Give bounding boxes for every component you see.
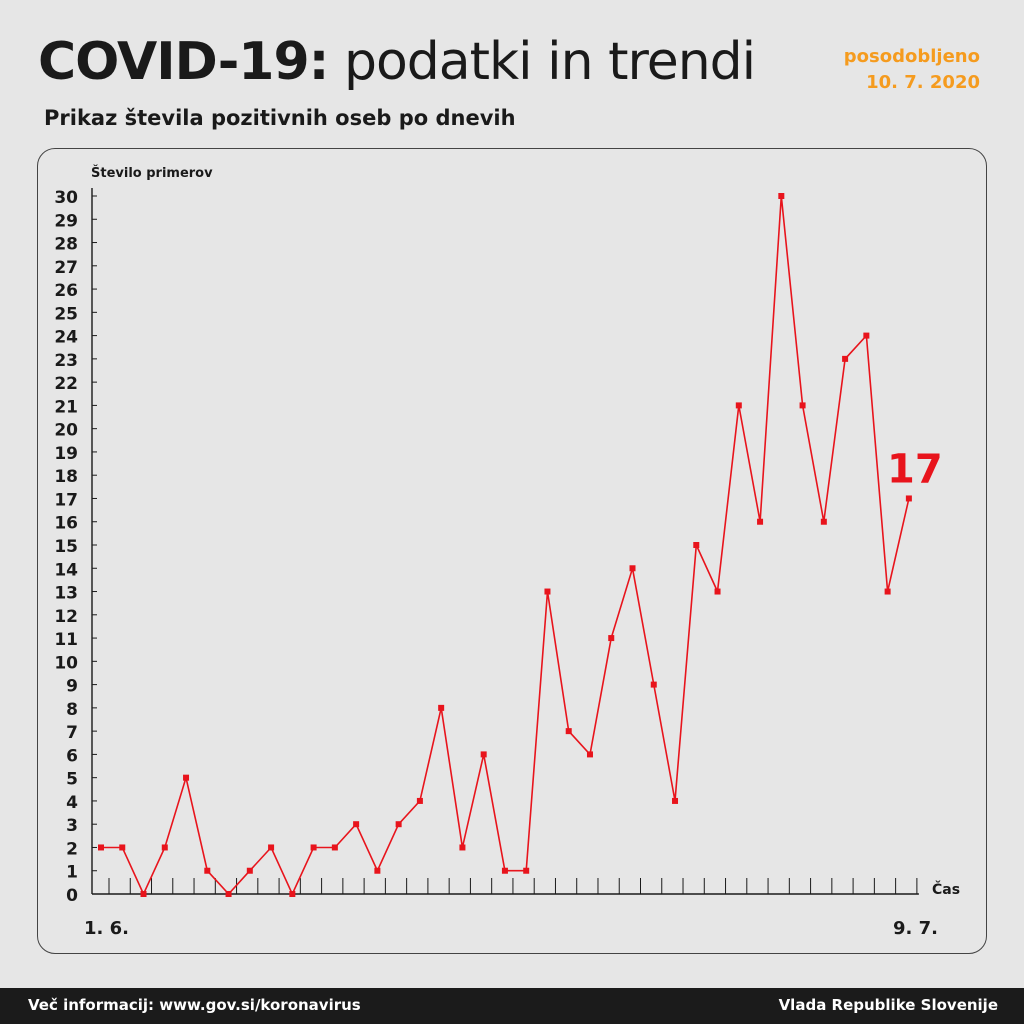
data-point — [523, 867, 530, 874]
y-tick-label: 21 — [54, 397, 78, 417]
data-point — [608, 635, 615, 642]
data-point — [119, 844, 126, 851]
data-point — [672, 797, 679, 804]
y-tick-label: 29 — [54, 211, 78, 231]
x-end-label: 9. 7. — [893, 918, 938, 939]
y-tick-label: 20 — [54, 421, 78, 441]
y-tick-labels: 0123456789101112131415161718192021222324… — [54, 188, 97, 906]
y-tick-label: 23 — [54, 351, 78, 371]
data-point — [310, 844, 317, 851]
updated-date: 10. 7. 2020 — [866, 72, 980, 93]
page-subtitle: Prikaz števila pozitivnih oseb po dnevih — [44, 106, 516, 130]
y-axis-label: Število primerov — [91, 165, 213, 181]
data-point — [161, 844, 168, 851]
data-point — [225, 891, 232, 897]
data-point — [544, 588, 551, 595]
footer-info-link[interactable]: Več informacij: www.gov.si/koronavirus — [28, 996, 361, 1014]
y-tick-label: 6 — [66, 746, 78, 766]
data-point — [204, 867, 211, 874]
data-point — [735, 402, 742, 409]
y-tick-label: 3 — [66, 816, 78, 836]
data-point — [778, 193, 785, 199]
y-tick-label: 7 — [66, 723, 78, 743]
y-tick-label: 0 — [66, 886, 78, 906]
data-point — [395, 821, 402, 828]
y-tick-label: 16 — [54, 514, 78, 534]
last-value-annotation: 17 — [887, 446, 943, 492]
data-point — [905, 495, 912, 502]
y-tick-label: 22 — [54, 374, 78, 394]
data-point — [863, 332, 870, 339]
update-info: posodobljeno 10. 7. 2020 — [844, 44, 980, 96]
data-point — [757, 518, 764, 525]
data-point — [246, 867, 253, 874]
data-point — [586, 751, 593, 758]
y-tick-label: 8 — [66, 700, 78, 720]
y-tick-label: 26 — [54, 281, 78, 301]
y-tick-label: 18 — [54, 467, 78, 487]
y-tick-label: 9 — [66, 677, 78, 697]
data-point — [565, 728, 572, 735]
data-point — [416, 797, 423, 804]
data-point — [629, 565, 636, 572]
data-point — [842, 355, 849, 362]
data-point — [799, 402, 806, 409]
data-point — [501, 867, 508, 874]
data-point — [459, 844, 466, 851]
data-point — [884, 588, 891, 595]
title-light: podatki in trendi — [343, 32, 756, 92]
data-point — [289, 891, 296, 897]
y-tick-label: 27 — [54, 258, 78, 278]
y-tick-label: 1 — [66, 863, 78, 883]
data-point — [438, 704, 445, 711]
chart-panel — [37, 148, 987, 954]
y-tick-label: 24 — [54, 328, 78, 348]
data-point — [268, 844, 275, 851]
data-point — [98, 844, 104, 851]
footer-bar: Več informacij: www.gov.si/koronavirus V… — [0, 988, 1024, 1024]
data-point — [331, 844, 338, 851]
y-tick-label: 17 — [54, 490, 78, 510]
y-tick-label: 15 — [54, 537, 78, 557]
y-tick-label: 10 — [54, 653, 78, 673]
y-tick-label: 12 — [54, 607, 78, 627]
data-point — [693, 542, 700, 548]
y-tick-label: 13 — [54, 584, 78, 604]
data-point — [140, 891, 147, 897]
data-point — [353, 821, 360, 828]
series-points — [98, 193, 912, 897]
data-point — [650, 681, 657, 688]
updated-label: posodobljeno — [843, 46, 980, 67]
y-tick-label: 19 — [54, 444, 78, 464]
y-tick-label: 14 — [54, 560, 78, 580]
chart-axes — [91, 188, 919, 895]
data-point — [183, 774, 190, 781]
x-start-label: 1. 6. — [84, 918, 129, 939]
data-point — [480, 751, 487, 758]
y-tick-label: 11 — [54, 630, 78, 650]
x-tick-marks — [108, 878, 918, 894]
data-point — [820, 518, 827, 525]
y-tick-label: 4 — [66, 793, 78, 813]
y-tick-label: 5 — [66, 770, 78, 790]
data-point — [374, 867, 381, 874]
y-tick-label: 25 — [54, 304, 78, 324]
series-line — [101, 195, 910, 896]
title-bold: COVID-19: — [38, 32, 329, 92]
data-point — [714, 588, 721, 595]
y-tick-label: 30 — [54, 188, 78, 208]
page-title: COVID-19: podatki in trendi — [38, 30, 756, 94]
y-tick-label: 28 — [54, 235, 78, 255]
y-tick-label: 2 — [66, 839, 78, 859]
footer-government: Vlada Republike Slovenije — [778, 996, 998, 1014]
x-axis-label: Čas — [932, 880, 960, 898]
